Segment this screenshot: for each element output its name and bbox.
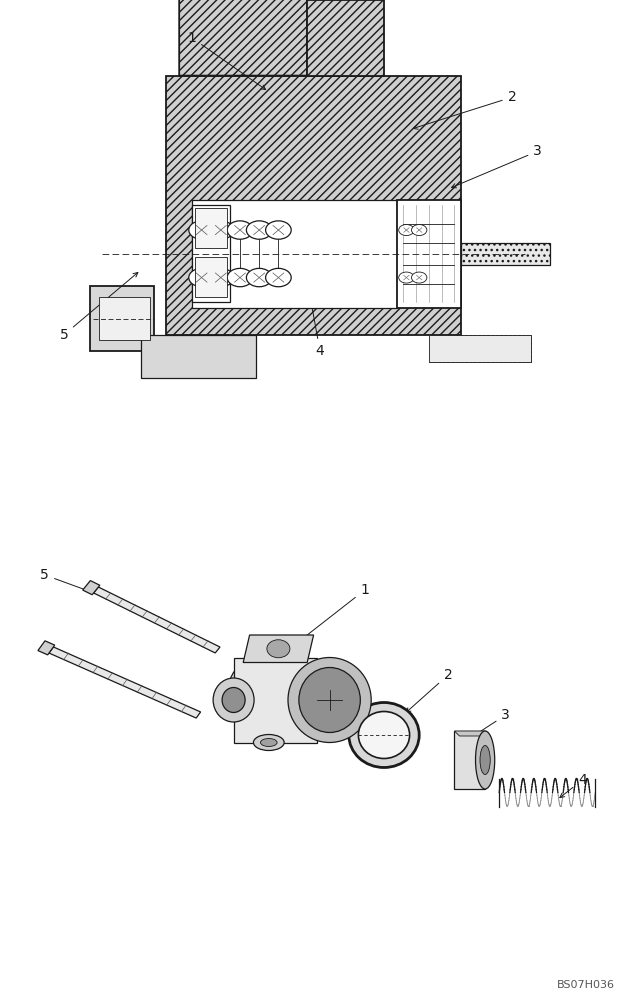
Ellipse shape [227, 268, 253, 287]
Polygon shape [307, 0, 384, 76]
Polygon shape [141, 335, 256, 378]
Polygon shape [454, 731, 490, 736]
Ellipse shape [358, 712, 410, 758]
Text: 1: 1 [188, 31, 266, 90]
Polygon shape [234, 658, 317, 742]
Polygon shape [83, 581, 100, 595]
Ellipse shape [267, 640, 290, 658]
Text: 5: 5 [40, 568, 137, 609]
Text: 3: 3 [470, 708, 510, 738]
Polygon shape [243, 635, 314, 663]
Polygon shape [49, 647, 200, 718]
Polygon shape [461, 243, 550, 265]
Text: 2: 2 [413, 90, 516, 129]
Polygon shape [38, 641, 55, 655]
Ellipse shape [480, 746, 490, 774]
Ellipse shape [476, 731, 495, 789]
Ellipse shape [189, 268, 214, 287]
Polygon shape [179, 0, 307, 76]
Ellipse shape [189, 221, 214, 239]
Ellipse shape [246, 221, 272, 239]
Text: 1: 1 [285, 583, 369, 653]
Ellipse shape [266, 221, 291, 239]
Ellipse shape [227, 221, 253, 239]
Ellipse shape [412, 225, 427, 236]
Ellipse shape [222, 688, 245, 712]
Ellipse shape [412, 272, 427, 283]
Polygon shape [192, 200, 397, 308]
Ellipse shape [260, 738, 277, 746]
Ellipse shape [208, 268, 234, 287]
Ellipse shape [288, 658, 371, 742]
Polygon shape [454, 731, 485, 789]
Ellipse shape [266, 268, 291, 287]
Polygon shape [227, 690, 365, 700]
Polygon shape [397, 200, 461, 308]
Ellipse shape [299, 668, 360, 732]
Polygon shape [166, 76, 461, 335]
Text: BS07H036: BS07H036 [556, 980, 614, 990]
Ellipse shape [227, 652, 310, 738]
Polygon shape [90, 286, 154, 351]
Ellipse shape [253, 734, 284, 750]
Ellipse shape [246, 268, 272, 287]
Ellipse shape [399, 272, 414, 283]
Text: 4: 4 [560, 773, 587, 798]
Polygon shape [93, 587, 220, 653]
Ellipse shape [349, 702, 419, 768]
Polygon shape [195, 256, 227, 297]
Polygon shape [429, 335, 531, 362]
Text: 5: 5 [60, 272, 138, 342]
Ellipse shape [213, 678, 254, 722]
Polygon shape [195, 208, 227, 248]
Text: 4: 4 [307, 285, 324, 358]
Ellipse shape [399, 225, 414, 236]
Polygon shape [192, 205, 230, 302]
Ellipse shape [208, 221, 234, 239]
Text: 2: 2 [406, 668, 452, 712]
Polygon shape [99, 297, 150, 340]
Text: 3: 3 [452, 144, 542, 188]
